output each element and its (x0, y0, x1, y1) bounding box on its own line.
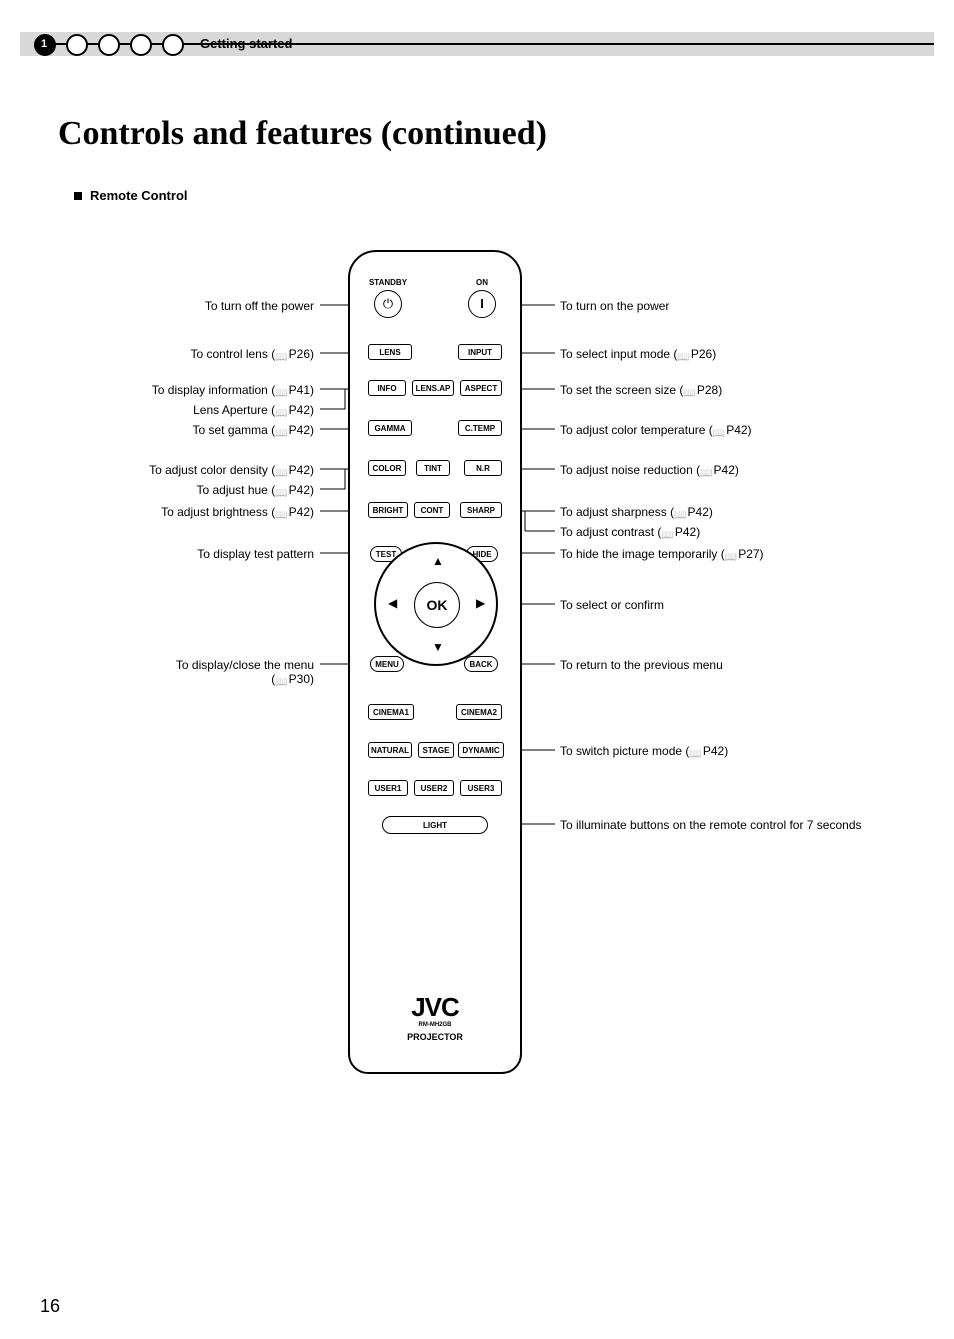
left-arrow-icon[interactable]: ◀ (388, 596, 397, 610)
tint-button[interactable]: TINT (416, 460, 450, 476)
callout: To select input mode (P26) (560, 347, 860, 363)
callout: To adjust noise reduction (P42) (560, 463, 860, 479)
callout: To hide the image temporarily (P27) (560, 547, 860, 563)
dynamic-button[interactable]: DYNAMIC (458, 742, 504, 758)
ir-window (405, 250, 465, 262)
page-number: 16 (40, 1296, 60, 1317)
callout: To select or confirm (560, 598, 860, 612)
callout: To display test pattern (34, 547, 314, 561)
step-2 (66, 34, 88, 56)
callout: To adjust color temperature (P42) (560, 423, 860, 439)
ok-button[interactable]: OK (414, 582, 460, 628)
step-1-active: 1 (34, 34, 56, 56)
on-label: ON (462, 278, 502, 287)
callout: Lens Aperture (P42) (34, 403, 314, 419)
user2-button[interactable]: USER2 (414, 780, 454, 796)
remote-body: STANDBY ON ⏻ I LENS INPUT INFO LENS.AP A… (348, 250, 522, 1074)
cinema1-button[interactable]: CINEMA1 (368, 704, 414, 720)
header-bar: 1 Getting started (20, 32, 934, 56)
section-label: Getting started (200, 36, 292, 51)
callout: To display information (P41) (34, 383, 314, 399)
callout: To return to the previous menu (560, 658, 860, 672)
callout: To set gamma (P42) (34, 423, 314, 439)
step-1-num: 1 (41, 38, 47, 50)
down-arrow-icon[interactable]: ▼ (432, 640, 444, 654)
user1-button[interactable]: USER1 (368, 780, 408, 796)
lensap-button[interactable]: LENS.AP (412, 380, 454, 396)
subtitle-label: Remote Control (90, 188, 188, 203)
page-title: Controls and features (continued) (58, 115, 547, 153)
dpad[interactable]: OK ▲ ▼ ◀ ▶ (374, 542, 498, 666)
power-icon: ⏻ (383, 296, 393, 311)
info-button[interactable]: INFO (368, 380, 406, 396)
callout: To adjust brightness (P42) (34, 505, 314, 521)
subtitle-bar: Remote Control (74, 190, 914, 206)
cont-button[interactable]: CONT (414, 502, 450, 518)
gamma-button[interactable]: GAMMA (368, 420, 412, 436)
step-5 (162, 34, 184, 56)
callout: To turn on the power (560, 299, 860, 313)
callout: To adjust contrast (P42) (560, 525, 860, 541)
callout: To adjust color density (P42) (34, 463, 314, 479)
standby-label: STANDBY (368, 278, 408, 287)
input-button[interactable]: INPUT (458, 344, 502, 360)
brand-logo: JVC (350, 992, 520, 1023)
callout: To display/close the menu(P30) (34, 658, 314, 688)
light-button[interactable]: LIGHT (382, 816, 488, 834)
subtitle-bullet (74, 192, 82, 200)
step-4 (130, 34, 152, 56)
on-icon: I (480, 296, 484, 311)
callout: To turn off the power (34, 299, 314, 313)
callout: To illuminate buttons on the remote cont… (560, 818, 880, 832)
user3-button[interactable]: USER3 (460, 780, 502, 796)
remote-diagram: To turn off the power To control lens (P2… (0, 250, 954, 1100)
ctemp-button[interactable]: C.TEMP (458, 420, 502, 436)
on-button[interactable]: I (468, 290, 496, 318)
stage-button[interactable]: STAGE (418, 742, 454, 758)
step-3 (98, 34, 120, 56)
model-number: RM-MH2GB (350, 1022, 520, 1028)
aspect-button[interactable]: ASPECT (460, 380, 502, 396)
callout: To switch picture mode (P42) (560, 744, 860, 760)
right-arrow-icon[interactable]: ▶ (476, 596, 485, 610)
menu-button[interactable]: MENU (370, 656, 404, 672)
manual-page: 1 Getting started Controls and features … (0, 0, 954, 1339)
lens-button[interactable]: LENS (368, 344, 412, 360)
standby-button[interactable]: ⏻ (374, 290, 402, 318)
callout: To control lens (P26) (34, 347, 314, 363)
sharp-button[interactable]: SHARP (460, 502, 502, 518)
device-label: PROJECTOR (350, 1032, 520, 1042)
callout: To set the screen size (P28) (560, 383, 860, 399)
nr-button[interactable]: N.R (464, 460, 502, 476)
cinema2-button[interactable]: CINEMA2 (456, 704, 502, 720)
natural-button[interactable]: NATURAL (368, 742, 412, 758)
callout: To adjust sharpness (P42) (560, 505, 860, 521)
up-arrow-icon[interactable]: ▲ (432, 554, 444, 568)
back-button[interactable]: BACK (464, 656, 498, 672)
bright-button[interactable]: BRIGHT (368, 502, 408, 518)
callout: To adjust hue (P42) (34, 483, 314, 499)
color-button[interactable]: COLOR (368, 460, 406, 476)
